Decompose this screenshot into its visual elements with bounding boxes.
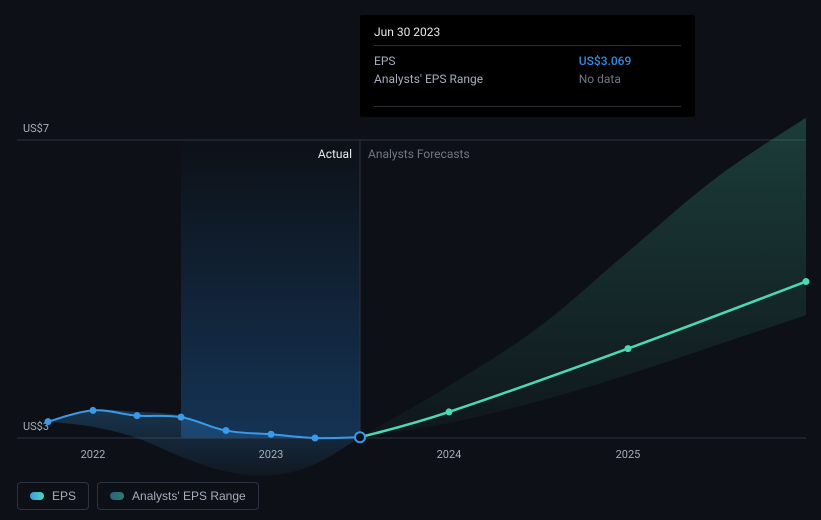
tooltip-table: EPS US$3.069 Analysts' EPS Range No data	[374, 52, 681, 88]
chart-legend: EPS Analysts' EPS Range	[17, 482, 259, 510]
legend-item-range[interactable]: Analysts' EPS Range	[97, 482, 259, 510]
tooltip-row-eps: EPS US$3.069	[374, 52, 681, 70]
chart-tooltip: Jun 30 2023 EPS US$3.069 Analysts' EPS R…	[360, 15, 695, 117]
svg-text:Analysts Forecasts: Analysts Forecasts	[368, 147, 470, 161]
tooltip-footer-divider	[374, 106, 681, 107]
legend-item-eps[interactable]: EPS	[17, 482, 89, 510]
svg-text:2024: 2024	[437, 448, 462, 461]
tooltip-row-value: No data	[549, 70, 681, 88]
legend-item-label: Analysts' EPS Range	[132, 489, 246, 503]
legend-swatch-icon	[110, 492, 124, 500]
eps-chart: US$7US$3ActualAnalysts Forecasts20222023…	[0, 0, 821, 520]
tooltip-row-label: Analysts' EPS Range	[374, 70, 549, 88]
tooltip-date: Jun 30 2023	[374, 25, 681, 39]
legend-swatch-icon	[30, 492, 44, 500]
tooltip-divider	[374, 45, 681, 46]
tooltip-row-label: EPS	[374, 52, 549, 70]
svg-text:2023: 2023	[259, 448, 284, 461]
tooltip-row-range: Analysts' EPS Range No data	[374, 70, 681, 88]
svg-text:Actual: Actual	[318, 147, 352, 161]
tooltip-row-value: US$3.069	[549, 52, 681, 70]
tooltip-spacer	[374, 88, 681, 106]
svg-text:US$7: US$7	[23, 122, 49, 135]
legend-item-label: EPS	[52, 489, 76, 503]
svg-text:2025: 2025	[616, 448, 641, 461]
svg-text:2022: 2022	[81, 448, 106, 461]
